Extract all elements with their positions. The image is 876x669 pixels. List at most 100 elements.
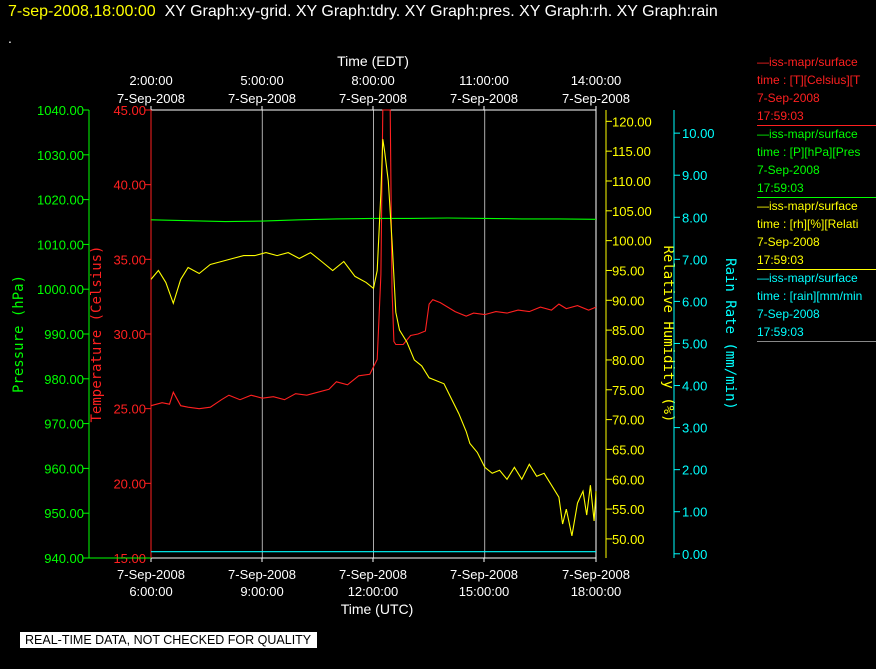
rain-tick-label: 6.00 — [682, 294, 707, 309]
rain-tick-label: 7.00 — [682, 252, 707, 267]
rh-tick-label: 120.00 — [612, 114, 652, 129]
rain-axis-title: Rain Rate (mm/min) — [722, 258, 738, 410]
rain-tick-label: 5.00 — [682, 336, 707, 351]
legend-date: 7-Sep-2008 — [757, 235, 820, 249]
rain-tick-label: 0.00 — [682, 547, 707, 562]
rh-tick-label: 55.00 — [612, 502, 645, 517]
legend-name: —iss-mapr/surface — [757, 55, 858, 69]
legend-date: 7-Sep-2008 — [757, 91, 820, 105]
legend-time: 17:59:03 — [757, 109, 804, 123]
x-bottom-tick-date: 7-Sep-2008 — [228, 567, 296, 582]
rh-tick-label: 65.00 — [612, 442, 645, 457]
x-top-tick-time: 8:00:00 — [351, 73, 394, 88]
pressure-tick-label: 1030.00 — [37, 148, 84, 163]
rh-tick-label: 70.00 — [612, 413, 645, 428]
page-title: 7-sep-2008,18:00:00 XY Graph:xy-grid. XY… — [8, 3, 718, 21]
legend-name: —iss-mapr/surface — [757, 199, 858, 213]
legend-name: —iss-mapr/surface — [757, 127, 858, 141]
title-dot: . — [8, 30, 12, 46]
x-top-tick-time: 11:00:00 — [459, 73, 509, 88]
rain-tick-label: 4.00 — [682, 379, 707, 394]
rh-tick-label: 95.00 — [612, 263, 645, 278]
legend-units: time : [rain][mm/min — [757, 289, 863, 303]
pressure-tick-label: 960.00 — [44, 461, 84, 476]
x-top-tick-time: 5:00:00 — [240, 73, 283, 88]
temperature-tick-label: 30.00 — [113, 327, 146, 342]
pressure-tick-label: 1000.00 — [37, 282, 84, 297]
x-top-tick-date: 7-Sep-2008 — [562, 91, 630, 106]
x-bottom-tick-date: 7-Sep-2008 — [450, 567, 518, 582]
rh-tick-label: 80.00 — [612, 353, 645, 368]
rh-tick-label: 115.00 — [612, 144, 651, 159]
x-top-tick-time: 2:00:00 — [129, 73, 172, 88]
series-line-pressure — [150, 217, 597, 223]
rh-tick-label: 60.00 — [612, 472, 645, 487]
series-line-temperature — [150, 109, 597, 410]
pressure-tick-label: 950.00 — [44, 506, 84, 521]
title-graphs: XY Graph:xy-grid. XY Graph:tdry. XY Grap… — [164, 3, 718, 20]
x-bottom-axis-label: Time (UTC) — [341, 601, 414, 617]
pressure-tick-label: 970.00 — [44, 417, 84, 432]
x-top-tick-date: 7-Sep-2008 — [228, 91, 296, 106]
temperature-tick-label: 20.00 — [113, 476, 146, 491]
rh-tick-label: 105.00 — [612, 204, 652, 219]
legend-entry: —iss-mapr/surface time : [rh][%][Relati 7-… — [757, 197, 876, 270]
legend-divider — [757, 269, 876, 270]
legend-entry: —iss-mapr/surface time : [P][hPa][Pres 7-S… — [757, 125, 876, 198]
temperature-tick-label: 45.00 — [113, 103, 146, 118]
x-bottom-tick-time: 18:00:00 — [571, 584, 622, 599]
rain-tick-label: 3.00 — [682, 421, 707, 436]
x-top-tick-date: 7-Sep-2008 — [450, 91, 518, 106]
x-bottom-tick-date: 7-Sep-2008 — [339, 567, 407, 582]
rh-axis-title: Relative Humidity (%) — [660, 245, 676, 422]
pressure-tick-label: 980.00 — [44, 372, 84, 387]
x-top-tick-time: 14:00:00 — [571, 73, 622, 88]
legend-units: time : [T][Celsius][T — [757, 73, 861, 87]
legend-divider — [757, 125, 876, 126]
rh-tick-label: 100.00 — [612, 234, 652, 249]
legend-divider — [757, 341, 876, 342]
pressure-axis-title: Pressure (hPa) — [11, 275, 27, 393]
rain-tick-label: 8.00 — [682, 210, 707, 225]
rh-tick-label: 50.00 — [612, 532, 645, 547]
x-bottom-tick-time: 15:00:00 — [459, 584, 510, 599]
x-bottom-tick-time: 12:00:00 — [348, 584, 399, 599]
pressure-tick-label: 1020.00 — [37, 193, 84, 208]
x-bottom-tick-date: 7-Sep-2008 — [562, 567, 630, 582]
pressure-tick-label: 1040.00 — [37, 103, 84, 118]
x-top-tick-date: 7-Sep-2008 — [117, 91, 185, 106]
legend-time: 17:59:03 — [757, 181, 804, 195]
legend-time: 17:59:03 — [757, 253, 804, 267]
series-line-rh — [150, 139, 597, 537]
rain-tick-label: 10.00 — [682, 126, 715, 141]
rh-tick-label: 90.00 — [612, 293, 645, 308]
legend-entry: —iss-mapr/surface time : [T][Celsius][T 7-… — [757, 53, 876, 126]
legend-units: time : [P][hPa][Pres — [757, 145, 861, 159]
legend-date: 7-Sep-2008 — [757, 307, 820, 321]
rh-tick-label: 75.00 — [612, 383, 645, 398]
legend-date: 7-Sep-2008 — [757, 163, 820, 177]
legend-units: time : [rh][%][Relati — [757, 217, 859, 231]
rain-tick-label: 2.00 — [682, 463, 707, 478]
legend-entry: —iss-mapr/surface time : [rain][mm/min 7-S… — [757, 269, 876, 342]
x-bottom-tick-date: 7-Sep-2008 — [117, 567, 185, 582]
temperature-tick-label: 35.00 — [113, 252, 146, 267]
title-timestamp: 7-sep-2008,18:00:00 — [8, 3, 156, 20]
x-bottom-tick-time: 9:00:00 — [240, 584, 283, 599]
temperature-tick-label: 25.00 — [113, 402, 146, 417]
x-bottom-tick-time: 6:00:00 — [129, 584, 172, 599]
pressure-tick-label: 1010.00 — [37, 237, 84, 252]
rain-tick-label: 1.00 — [682, 505, 707, 520]
rain-tick-label: 9.00 — [682, 168, 707, 183]
temperature-tick-label: 40.00 — [113, 178, 146, 193]
legend-divider — [757, 197, 876, 198]
quality-banner: REAL-TIME DATA, NOT CHECKED FOR QUALITY — [20, 632, 318, 648]
legend-time: 17:59:03 — [757, 325, 804, 339]
temperature-axis-title: Temperature (Celsius) — [89, 245, 105, 422]
rh-tick-label: 110.00 — [612, 174, 651, 189]
rh-tick-label: 85.00 — [612, 323, 645, 338]
x-top-tick-date: 7-Sep-2008 — [339, 91, 407, 106]
pressure-tick-label: 940.00 — [44, 551, 84, 566]
legend-name: —iss-mapr/surface — [757, 271, 858, 285]
